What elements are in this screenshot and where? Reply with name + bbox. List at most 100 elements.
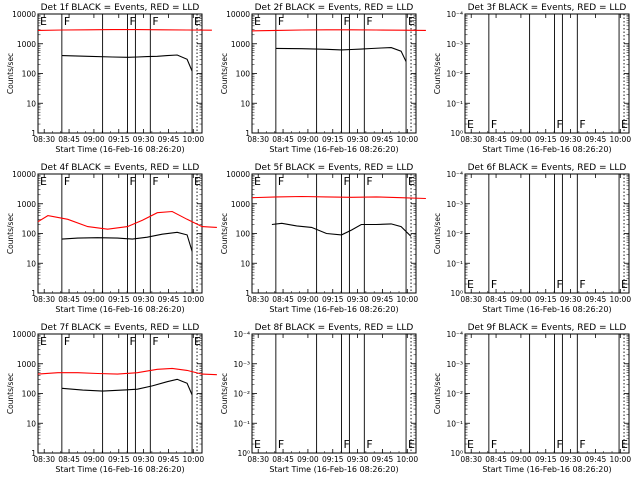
- plot-frame: [464, 333, 630, 454]
- x-tick-label: 09:15: [322, 455, 344, 464]
- series-lld: [251, 195, 426, 200]
- x-tick-label: 08:30: [33, 295, 55, 304]
- y-axis-label: Counts/sec: [6, 213, 15, 254]
- plot-frame: [251, 173, 417, 294]
- x-tick-label: 09:45: [585, 135, 607, 144]
- series-events: [275, 47, 407, 62]
- plot-frame: [37, 13, 203, 134]
- y-axis-label: Counts/sec: [433, 213, 442, 254]
- x-axis-label: Start Time (16-Feb-16 08:26:20): [55, 465, 184, 474]
- series-events: [271, 222, 412, 237]
- x-tick-label: 09:00: [510, 455, 532, 464]
- flag-label: E: [467, 438, 474, 451]
- y-tick-label: 1000: [17, 40, 36, 49]
- panel-title: Det 2f BLACK = Events, RED = LLD: [255, 3, 414, 13]
- x-axis-label: Start Time (16-Feb-16 08:26:20): [55, 145, 184, 154]
- y-tick-label: 10⁻⁴: [446, 10, 463, 19]
- flag-label: E: [254, 438, 261, 451]
- x-tick-label: 10:00: [396, 295, 418, 304]
- x-tick-label: 08:30: [33, 135, 55, 144]
- y-tick-label: 10: [26, 99, 36, 108]
- y-tick-label: 10: [240, 99, 250, 108]
- flag-label: F: [343, 175, 349, 188]
- y-axis-label: Counts/sec: [6, 53, 15, 94]
- flag-label: F: [152, 175, 158, 188]
- series-lld: [37, 210, 217, 230]
- x-axis-label: Start Time (16-Feb-16 08:26:20): [269, 305, 398, 314]
- x-tick-label: 08:45: [272, 135, 294, 144]
- flag-label: F: [366, 15, 372, 28]
- y-tick-label: 10⁻²: [233, 390, 250, 399]
- x-tick-label: 09:00: [83, 295, 105, 304]
- x-tick-label: 09:00: [510, 295, 532, 304]
- x-tick-label: 08:45: [485, 455, 507, 464]
- x-tick-label: 09:15: [535, 295, 557, 304]
- x-tick-label: 08:30: [247, 455, 269, 464]
- y-tick-label: 10⁻³: [446, 360, 463, 369]
- x-tick-label: 10:00: [396, 135, 418, 144]
- y-tick-label: 10⁻³: [446, 200, 463, 209]
- y-tick-label: 1000: [17, 360, 36, 369]
- flag-label: E: [408, 175, 415, 188]
- x-tick-label: 08:45: [272, 455, 294, 464]
- y-tick-label: 1000: [17, 200, 36, 209]
- series-events: [61, 378, 193, 396]
- y-tick-label: 100: [22, 70, 37, 79]
- x-tick-label: 09:30: [347, 135, 369, 144]
- flag-label: F: [556, 118, 562, 131]
- x-axis-label: Start Time (16-Feb-16 08:26:20): [269, 465, 398, 474]
- panel-det-1: Det 1f BLACK = Events, RED = LLD 1 10 100 10…: [6, 3, 212, 154]
- plot-frame: [251, 13, 417, 134]
- panel-title: Det 9f BLACK = Events, RED = LLD: [468, 323, 627, 333]
- x-axis-label: Start Time (16-Feb-16 08:26:20): [55, 305, 184, 314]
- flag-label: F: [152, 335, 158, 348]
- x-tick-label: 10:00: [182, 295, 204, 304]
- flag-label: F: [556, 278, 562, 291]
- flag-label: E: [621, 118, 628, 131]
- y-tick-label: 1000: [231, 200, 250, 209]
- x-tick-label: 10:00: [396, 455, 418, 464]
- x-tick-label: 08:30: [247, 135, 269, 144]
- flag-label: F: [579, 438, 585, 451]
- x-tick-label: 08:30: [460, 135, 482, 144]
- panel-det-6: Det 6f BLACK = Events, RED = LLD 10⁰ 10⁻¹ 1…: [433, 163, 631, 314]
- x-tick-label: 09:45: [585, 295, 607, 304]
- panel-det-3: Det 3f BLACK = Events, RED = LLD 10⁰ 10⁻¹ 1…: [433, 3, 631, 154]
- plot-frame: [37, 173, 203, 294]
- series-lld: [37, 29, 212, 31]
- x-tick-label: 09:45: [158, 295, 180, 304]
- y-tick-label: 10: [26, 419, 36, 428]
- x-tick-label: 08:45: [485, 295, 507, 304]
- flag-label: E: [467, 118, 474, 131]
- x-tick-label: 09:00: [83, 135, 105, 144]
- flag-label: F: [64, 175, 70, 188]
- x-tick-label: 09:15: [108, 295, 130, 304]
- series-lld: [37, 367, 217, 376]
- x-tick-label: 09:30: [560, 295, 582, 304]
- y-axis-label: Counts/sec: [220, 373, 229, 414]
- x-tick-label: 09:45: [158, 455, 180, 464]
- flag-label: E: [194, 175, 201, 188]
- y-axis-label: Counts/sec: [433, 373, 442, 414]
- y-axis-label: Counts/sec: [6, 373, 15, 414]
- y-axis-label: Counts/sec: [220, 53, 229, 94]
- x-tick-label: 09:30: [347, 455, 369, 464]
- x-tick-label: 10:00: [182, 135, 204, 144]
- panel-det-2: Det 2f BLACK = Events, RED = LLD 1 10 100 10…: [220, 3, 426, 154]
- panel-title: Det 1f BLACK = Events, RED = LLD: [41, 3, 200, 13]
- flag-label: F: [343, 15, 349, 28]
- x-tick-label: 09:00: [83, 455, 105, 464]
- flag-label: E: [40, 175, 47, 188]
- x-tick-label: 09:30: [560, 455, 582, 464]
- flag-label: E: [408, 438, 415, 451]
- flag-label: F: [129, 335, 135, 348]
- plot-frame: [464, 13, 630, 134]
- plot-frame: [251, 333, 417, 454]
- y-tick-label: 10⁻⁴: [233, 330, 250, 339]
- y-tick-label: 100: [22, 390, 37, 399]
- y-tick-label: 10⁻¹: [446, 419, 463, 428]
- flag-label: F: [366, 175, 372, 188]
- flag-label: E: [40, 15, 47, 28]
- x-tick-label: 09:30: [347, 295, 369, 304]
- flag-label: F: [579, 278, 585, 291]
